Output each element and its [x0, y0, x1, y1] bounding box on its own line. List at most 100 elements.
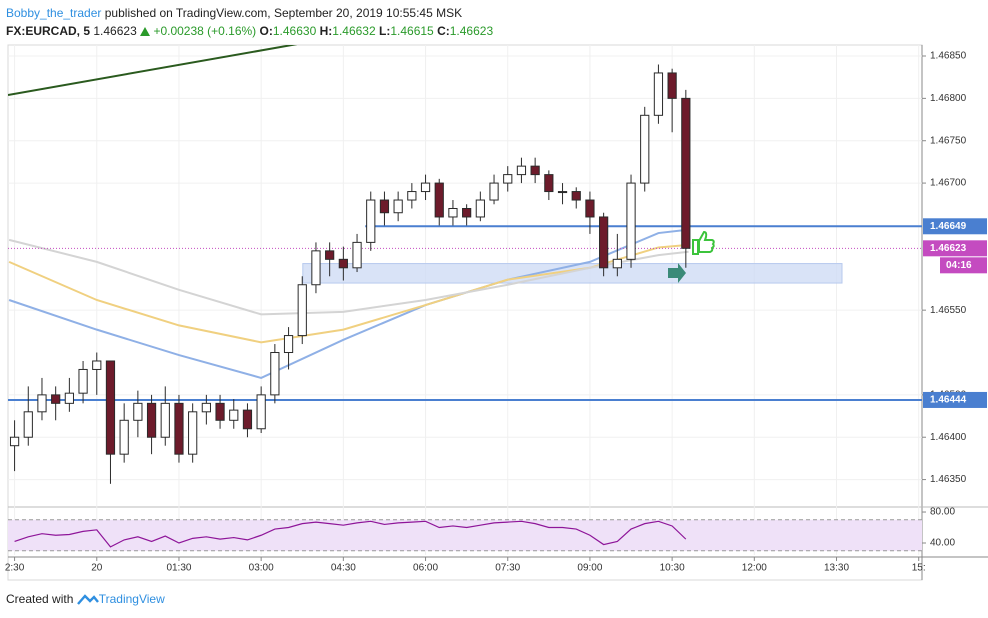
header: Bobby_the_trader published on TradingVie… [6, 4, 493, 40]
candle-body [681, 97, 691, 249]
level-label: 1.46649 [930, 221, 967, 232]
candle-body [379, 199, 390, 214]
candle-body [297, 284, 307, 337]
level-label-box [923, 391, 987, 408]
logo [76, 594, 99, 605]
ohlc-key: O: [259, 24, 273, 38]
x-tick-label: 15: [912, 563, 926, 574]
header-line-2: FX:EURCAD, 5 1.46623 +0.00238 (+0.16%) O… [6, 22, 493, 40]
rsi-line [14, 520, 687, 548]
published: published on TradingView.com, September … [104, 6, 463, 20]
candle-body [188, 411, 198, 455]
candle-body [475, 199, 485, 218]
candle-body [407, 191, 417, 201]
zone [302, 263, 843, 284]
plot [8, 45, 922, 484]
candle-body [352, 241, 362, 269]
ohlc-value: 1.46630 [272, 24, 317, 38]
rsi-tick-label: 80.00 [930, 507, 955, 518]
candle-body [599, 216, 609, 269]
candle-body [338, 258, 348, 269]
y-tick-label: 1.46400 [930, 432, 967, 443]
candle-body [283, 335, 294, 354]
x-tick-label: 04:30 [331, 563, 356, 574]
footer: Created with TradingView [6, 592, 165, 606]
x-tick-label: 2:30 [5, 563, 25, 574]
chart: 1.463501.464001.465001.465501.467001.467… [5, 44, 988, 581]
footer-brand: TradingView [98, 592, 165, 606]
countdown-box [940, 257, 987, 274]
candle-body [448, 207, 458, 218]
candle-body [516, 165, 527, 176]
ohlc-value: 1.46632 [332, 24, 376, 38]
up-arrow [140, 27, 151, 36]
candle-body [366, 199, 376, 243]
header-line-1: Bobby_the_trader published on TradingVie… [6, 4, 493, 22]
candle-body [51, 394, 61, 404]
rsi-band [8, 519, 922, 551]
candle-body [201, 402, 211, 413]
x-tick-label: 01:30 [166, 563, 191, 574]
y-tick-label: 1.46350 [930, 474, 967, 485]
candle-body [242, 409, 253, 430]
candle-body [78, 368, 88, 394]
ohlc-key: H: [319, 24, 333, 38]
candle-body [37, 394, 47, 413]
x-tick-label: 13:30 [824, 563, 849, 574]
candle-body [325, 250, 335, 260]
footer-text: Created with [6, 592, 74, 606]
candle-body [530, 165, 540, 176]
last-price-label: 1.46623 [930, 243, 967, 254]
last: 1.46623 [93, 24, 137, 38]
candle-body [420, 182, 431, 193]
x-tick-label: 12:00 [742, 563, 767, 574]
y-tick-label: 1.46550 [930, 305, 967, 316]
candle-body [626, 182, 636, 260]
candle-body [612, 258, 622, 269]
x-tick-label: 20 [91, 563, 103, 574]
candle-body [393, 199, 403, 214]
candle-body [64, 392, 74, 404]
candle-body [229, 409, 239, 421]
y-tick-label: 1.46850 [930, 51, 967, 62]
symbol: FX:EURCAD, 5 [6, 24, 91, 38]
level-label: 1.46444 [930, 395, 967, 406]
y-tick-label: 1.46750 [930, 135, 967, 146]
candle-body [119, 419, 129, 455]
candle-body [133, 402, 143, 421]
candle-body [571, 191, 581, 201]
ohlc-value: 1.46615 [390, 24, 434, 38]
y-tick-label: 1.46800 [930, 93, 967, 104]
trendline [8, 45, 297, 96]
candle-body [585, 199, 595, 218]
moving-average [8, 243, 689, 344]
candle-body [667, 72, 677, 99]
candle-body [270, 352, 280, 396]
arrow-icon [668, 263, 686, 283]
candle-body [434, 182, 444, 218]
x-tick-label: 03:00 [249, 563, 274, 574]
candle-body [174, 402, 184, 455]
author: Bobby_the_trader [6, 6, 102, 20]
candle-body [215, 402, 225, 421]
x-tick-label: 07:30 [495, 563, 520, 574]
chart-frame [7, 44, 923, 581]
candle-body [557, 191, 568, 194]
ohlc-key: L: [379, 24, 391, 38]
candle-body [92, 360, 102, 370]
candle-body [544, 174, 554, 193]
candle-body [160, 402, 170, 438]
level-label-box [923, 218, 987, 235]
candle-body [9, 436, 20, 447]
candle-body [105, 360, 116, 455]
x-tick-label: 09:00 [577, 563, 602, 574]
icons [668, 230, 715, 283]
candle-body [503, 174, 513, 184]
candle-body [23, 411, 33, 438]
change: +0.00238 (+0.16%) [153, 24, 257, 38]
candle-body [146, 402, 157, 438]
candle-body [462, 207, 472, 218]
candle-body [653, 72, 664, 116]
last-price-box [923, 240, 987, 257]
